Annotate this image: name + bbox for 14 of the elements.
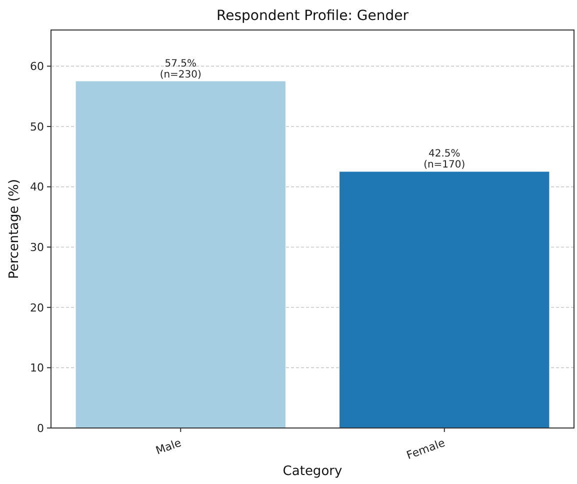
x-axis-title: Category xyxy=(282,464,342,479)
data-label: 57.5% (n=230) xyxy=(160,58,202,80)
y-tick-label: 20 xyxy=(30,301,44,314)
y-tick-label: 60 xyxy=(30,60,44,74)
chart-title: Respondent Profile: Gender xyxy=(216,8,409,24)
data-label: 42.5% (n=170) xyxy=(424,148,466,171)
y-tick-label: 10 xyxy=(30,362,44,375)
x-tick-label: Female xyxy=(404,436,447,462)
y-tick-label: 30 xyxy=(30,240,44,254)
y-tick-label: 0 xyxy=(37,422,44,435)
x-tick-label: Male xyxy=(154,436,184,458)
y-tick-label: 40 xyxy=(30,180,44,194)
y-axis-title: Percentage (%) xyxy=(7,179,22,279)
y-tick-label: 50 xyxy=(30,120,44,134)
